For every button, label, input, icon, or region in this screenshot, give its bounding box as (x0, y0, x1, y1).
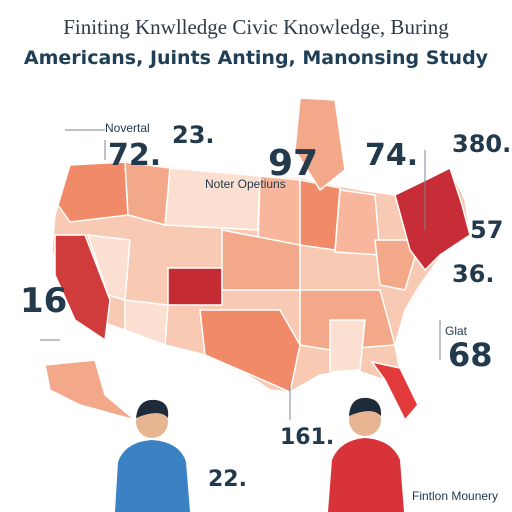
label: Glat (445, 324, 468, 338)
value-label: 74. (365, 138, 418, 173)
label: Novertal (105, 121, 150, 135)
value-label: 16 (20, 281, 67, 321)
value-label: 36. (452, 260, 495, 288)
title: Finiting Knwlledge Civic Knowledge, Buri… (63, 15, 449, 39)
person-right (328, 397, 404, 512)
value-label: 97 (268, 143, 318, 184)
value-label: 68 (448, 336, 493, 374)
subtitle: Americans, Juints Anting, Manonsing Stud… (24, 47, 489, 69)
footer-label: Fintlon Mounery (412, 489, 498, 503)
value-label: 22. (208, 467, 247, 492)
value-label: 57 (470, 216, 503, 244)
value-label: 161. (280, 425, 334, 450)
leader-lines (40, 129, 441, 420)
value-label: 380. (452, 130, 511, 158)
value-label: 23. (172, 121, 215, 149)
us-map (44, 97, 471, 422)
person-left (115, 399, 190, 512)
value-label: 72. (108, 138, 161, 173)
label: Noter Opetiuns (205, 177, 286, 191)
